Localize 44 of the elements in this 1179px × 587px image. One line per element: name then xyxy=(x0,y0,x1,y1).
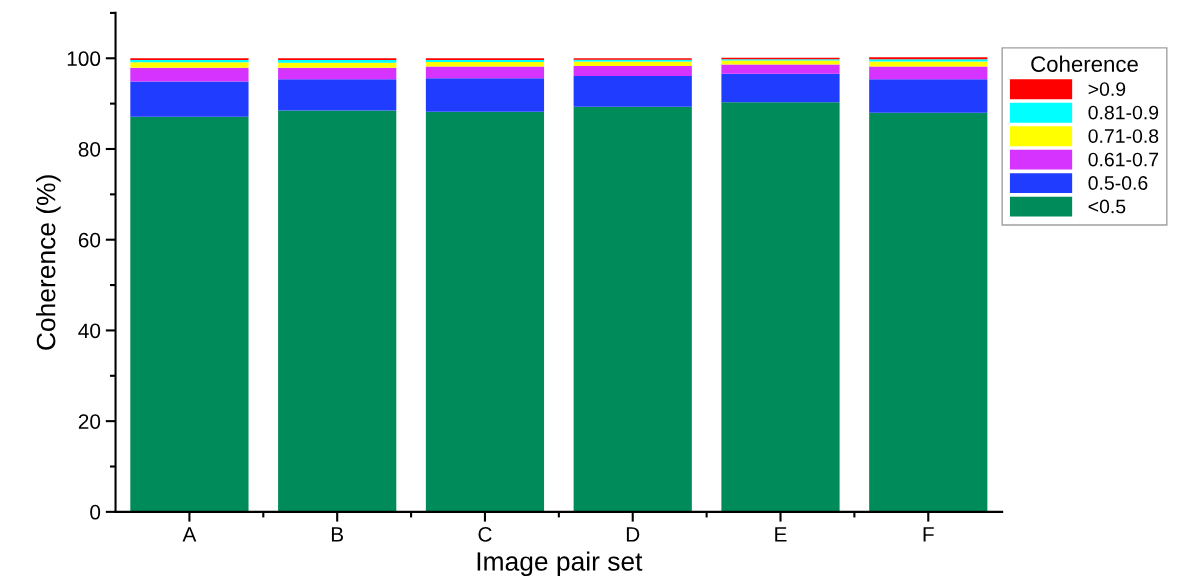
bar xyxy=(573,75,692,107)
y-axis-title: Coherence (%) xyxy=(36,175,61,350)
legend-label: 0.71-0.8 xyxy=(1088,129,1159,143)
bar xyxy=(425,111,545,512)
legend-label: >0.9 xyxy=(1088,82,1126,96)
bar xyxy=(573,106,692,512)
bar xyxy=(573,61,692,66)
y-tick-label: 0 xyxy=(90,504,101,520)
y-tick-label: 60 xyxy=(78,232,101,248)
bar xyxy=(869,112,988,512)
bar xyxy=(425,66,545,79)
legend-label: <0.5 xyxy=(1088,199,1126,214)
x-tick-label: F xyxy=(923,527,934,542)
bar xyxy=(130,116,249,512)
y-tick-label: 40 xyxy=(78,323,101,339)
bar xyxy=(130,67,249,82)
legend-label: 0.5-0.6 xyxy=(1088,176,1148,190)
x-tick-label: E xyxy=(775,527,787,542)
x-tick-label: D xyxy=(626,527,640,542)
y-tick-label: 80 xyxy=(78,141,101,157)
bar xyxy=(721,64,840,74)
bar xyxy=(721,60,840,65)
bar xyxy=(425,78,545,112)
x-tick-label: C xyxy=(478,527,492,542)
bar xyxy=(869,61,988,67)
bar xyxy=(278,110,397,512)
bar xyxy=(721,102,840,512)
bar xyxy=(278,67,397,80)
legend-label: 0.81-0.9 xyxy=(1088,105,1159,120)
x-axis-title: Image pair set xyxy=(477,551,643,577)
bar xyxy=(869,66,988,80)
bar xyxy=(278,62,397,68)
bar xyxy=(130,81,249,117)
legend-title: Coherence xyxy=(1031,55,1138,72)
bar xyxy=(869,79,988,113)
x-tick-label: B xyxy=(331,527,344,542)
bar xyxy=(130,62,249,68)
bar xyxy=(721,73,840,103)
bar xyxy=(573,65,692,76)
legend-label: 0.61-0.7 xyxy=(1088,152,1159,167)
y-tick-label: 20 xyxy=(78,414,101,429)
x-tick-label: A xyxy=(182,527,197,542)
y-tick-label: 100 xyxy=(67,51,101,67)
bar xyxy=(278,79,397,111)
